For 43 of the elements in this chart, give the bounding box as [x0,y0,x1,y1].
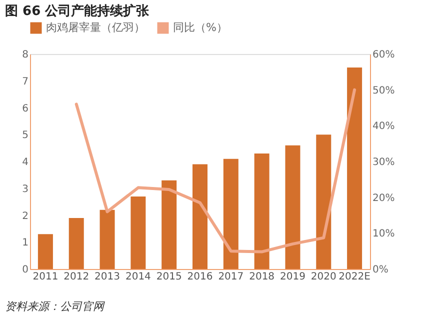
text: 资料来源：公司官网 [5,300,105,313]
legend-label: 肉鸡屠宰量（亿羽） [46,21,145,34]
y2-tick-label: 40% [372,121,395,132]
bar [100,210,115,269]
y-tick-label: 2 [22,210,28,222]
chart-title: 图 66 公司产能持续扩张 [5,3,150,19]
x-tick-label: 2013 [94,272,120,282]
legend-label: 同比（%） [173,21,228,34]
y2-tick-label: 10% [372,228,395,240]
y-tick-label: 3 [22,184,28,195]
bar [130,196,146,269]
y2-tick-label: 20% [372,192,395,204]
y2-tick-label: 60% [372,50,395,60]
y-tick-label: 0 [22,264,28,276]
y-tick-label: 6 [22,103,28,114]
y-tick-label: 8 [22,50,28,60]
x-tick-label: 2016 [187,272,213,282]
bar [254,153,270,269]
bar [223,158,238,269]
bar [285,145,300,269]
bar [162,180,177,269]
x-tick-label: 2020 [310,272,336,282]
y-tick-label: 5 [22,130,28,142]
x-tick-label: 2014 [125,272,151,282]
y-tick-label: 4 [22,157,28,168]
x-tick-label: 2018 [249,272,275,282]
bar [192,164,208,269]
y2-tick-label: 0% [372,264,388,276]
x-tick-label: 2012 [64,272,90,282]
bar [347,67,362,269]
x-tick-label: 2015 [156,272,182,282]
line-series [74,88,356,254]
bar [38,234,53,269]
bar [316,134,332,269]
x-tick-label: 2011 [32,272,58,282]
y2-tick-label: 50% [372,85,395,96]
y-tick-label: 1 [22,238,28,249]
y2-tick-label: 30% [372,157,395,168]
y-tick-label: 7 [22,76,28,88]
bar [68,218,84,269]
x-tick-label: 2017 [218,272,244,282]
x-tick-label: 2019 [280,272,306,282]
x-tick-label: 2022E [338,272,370,282]
